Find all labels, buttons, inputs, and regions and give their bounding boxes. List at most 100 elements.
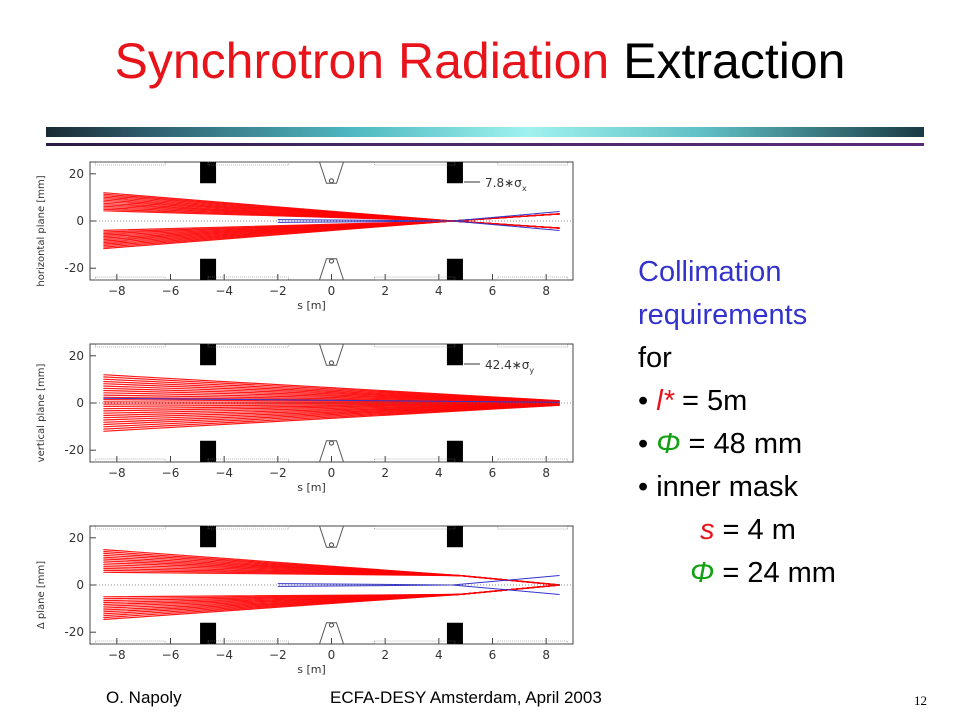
ruler-hatch <box>207 458 289 463</box>
x-tick-label: 6 <box>489 284 497 298</box>
x-tick-label: 4 <box>435 284 443 298</box>
x-tick-label: 2 <box>381 284 389 298</box>
x-tick-label: 8 <box>542 466 550 480</box>
x-tick-label: 6 <box>489 466 497 480</box>
beam-rays <box>103 549 560 621</box>
mask-block-lower <box>200 440 217 462</box>
x-tick-label: −2 <box>269 648 287 662</box>
ruler-hatch <box>95 276 166 281</box>
req-bullet-lstar: • l* = 5m <box>638 380 938 423</box>
mask-block-lower <box>446 258 463 280</box>
y-tick-label: 0 <box>76 214 84 228</box>
ruler-hatch <box>374 161 456 166</box>
title-black-part: Extraction <box>623 33 846 89</box>
central-orbit-line <box>103 397 560 403</box>
beam-pipe-marker <box>329 258 334 264</box>
phi-mask-value: = 24 mm <box>714 557 836 589</box>
legend-subscript: y <box>529 366 534 375</box>
central-orbit-line <box>277 575 560 587</box>
ruler-hatch <box>95 640 166 645</box>
ruler-hatch <box>497 161 568 166</box>
ruler-hatch <box>374 276 456 281</box>
x-tick-label: −6 <box>162 648 180 662</box>
s-value: = 4 m <box>714 514 796 546</box>
mask-block-upper <box>200 344 217 366</box>
title-divider-thin <box>46 143 924 146</box>
quadrupole-upper <box>319 161 344 184</box>
ruler-hatch <box>497 458 568 463</box>
y-axis-label: vertical plane [mm] <box>36 364 47 463</box>
x-axis-label: s [m] <box>297 299 326 312</box>
ruler-hatch <box>374 343 456 348</box>
mask-block-upper <box>446 162 463 184</box>
mask-block-upper <box>200 162 217 184</box>
y-tick-label: -20 <box>64 625 84 639</box>
x-tick-label: 4 <box>435 648 443 662</box>
beam-pipe-marker <box>329 542 334 548</box>
bullet-icon: • <box>638 385 657 417</box>
mask-block-upper <box>446 526 463 548</box>
y-tick-label: 0 <box>76 396 84 410</box>
req-sub-phi: Φ = 24 mm <box>638 552 938 595</box>
ruler-hatch <box>95 161 166 166</box>
mask-block-upper <box>200 526 217 548</box>
beam-pipe-marker <box>329 440 334 446</box>
beam-envelope-figure: 20 0 -20 −8 −6 −4 −2 0 2 4 6 8 s [m] horizontal plane… <box>30 150 585 680</box>
lstar-symbol: l* <box>656 385 674 417</box>
req-bullet-mask: • inner mask <box>638 466 938 509</box>
plot-panel-2: 20 0 -20 −8 −6 −4 −2 0 2 4 6 8 s [m] vertical plane [… <box>36 343 574 494</box>
y-tick-label: -20 <box>64 261 84 275</box>
req-line-1: Collimation <box>638 256 782 288</box>
legend-label: 7.8∗σ <box>485 176 522 190</box>
y-axis-label: Δ plane [mm] <box>36 561 47 629</box>
x-tick-label: 2 <box>381 466 389 480</box>
beam-rays <box>103 374 560 432</box>
phi-mask-symbol: Φ <box>690 557 715 589</box>
x-tick-label: −8 <box>108 466 126 480</box>
s-symbol: s <box>700 514 715 546</box>
title-red-part: Synchrotron Radiation <box>114 33 610 89</box>
beam-pipe-marker <box>329 360 334 366</box>
x-tick-label: 0 <box>328 466 336 480</box>
x-tick-label: −4 <box>215 284 233 298</box>
x-tick-label: −6 <box>162 466 180 480</box>
y-tick-label: 20 <box>69 167 84 181</box>
ruler-hatch <box>497 343 568 348</box>
x-tick-label: 6 <box>489 648 497 662</box>
beam-pipe-marker <box>329 178 334 184</box>
bullet-icon: • <box>638 471 657 503</box>
slide-title: Synchrotron Radiation Extraction <box>0 36 960 86</box>
x-tick-label: −2 <box>269 284 287 298</box>
legend-subscript: x <box>522 184 527 193</box>
x-tick-label: −4 <box>215 466 233 480</box>
page-number: 12 <box>914 693 927 708</box>
req-bullet-phi: • Φ = 48 mm <box>638 423 938 466</box>
ruler-hatch <box>374 640 456 645</box>
x-tick-label: 8 <box>542 284 550 298</box>
ruler-hatch <box>497 525 568 530</box>
ruler-hatch <box>207 161 289 166</box>
x-tick-label: 2 <box>381 648 389 662</box>
x-tick-label: 4 <box>435 466 443 480</box>
bullet-icon: • <box>638 428 657 460</box>
beam-rays <box>103 192 560 250</box>
central-orbit-line <box>277 211 560 223</box>
title-divider-gradient <box>46 127 924 137</box>
beam-envelope-plots: 200-20−8 −6 −4 −2 0 2 4 6 8s [m]horizontal plane… <box>36 161 574 676</box>
quadrupole-upper <box>319 525 344 548</box>
beam-ray <box>103 404 560 432</box>
x-tick-label: −8 <box>108 648 126 662</box>
x-tick-label: 0 <box>328 284 336 298</box>
beam-ray <box>103 584 560 598</box>
x-tick-label: 0 <box>328 648 336 662</box>
x-axis-label: s [m] <box>297 481 326 494</box>
x-tick-label: 8 <box>542 648 550 662</box>
req-line-2: requirements <box>638 299 808 331</box>
collimation-requirements: Collimation requirements for • l* = 5m •… <box>638 251 938 595</box>
y-tick-label: 0 <box>76 578 84 592</box>
mask-block-lower <box>200 258 217 280</box>
beam-ray <box>103 571 560 586</box>
ruler-hatch <box>497 640 568 645</box>
beam-pipe-marker <box>329 622 334 628</box>
mask-block-upper <box>446 344 463 366</box>
